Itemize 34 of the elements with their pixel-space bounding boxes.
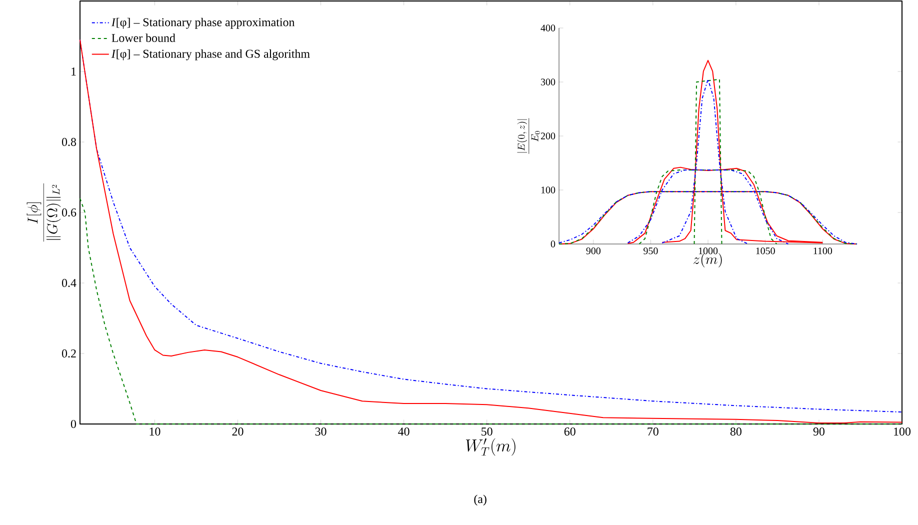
legend-label: Lower bound <box>112 34 176 42</box>
y-axis-title: $\frac{I[\phi]}{\|G(\Omega)\|_{L^2}}$ <box>26 183 61 242</box>
x-tick-label: 1000 <box>698 248 718 254</box>
x-tick-label: 900 <box>586 248 600 254</box>
y-tick-label: 100 <box>541 186 556 194</box>
x-tick-label: 1100 <box>814 248 832 254</box>
x-tick-label: 950 <box>644 248 658 254</box>
legend-label: I[φ] – Stationary phase and GS algorithm <box>111 49 310 60</box>
y-tick-label: 0.2 <box>62 349 76 358</box>
x-tick-label: 100 <box>894 428 911 436</box>
x-tick-label: 10 <box>150 428 160 436</box>
x-tick-label: 20 <box>232 428 244 436</box>
y-tick-label: 0 <box>70 420 76 428</box>
y-tick-label: 1 <box>72 68 76 76</box>
x-tick-label: 50 <box>482 428 492 436</box>
y-tick-label: 0.8 <box>62 138 76 146</box>
y-tick-label: 300 <box>541 78 556 86</box>
x-tick-label: 1050 <box>756 248 775 254</box>
x-tick-label: 30 <box>315 428 326 436</box>
y-tick-label: 0.6 <box>62 208 76 217</box>
y-tick-label: 200 <box>540 132 556 140</box>
x-tick-label: 90 <box>813 428 824 436</box>
y-axis-title: $\frac{|E(0,z)|}{E_0}$ <box>517 118 540 154</box>
x-tick-label: 60 <box>564 428 576 436</box>
legend-label: I[φ] – Stationary phase approximation <box>111 18 295 29</box>
x-tick-label: 80 <box>730 428 742 436</box>
y-tick-label: 400 <box>540 24 556 32</box>
x-axis-title: $z(m)$ <box>693 253 722 268</box>
text: (a) <box>474 494 486 506</box>
x-axis-title: $W'_T(m)$ <box>466 438 516 456</box>
x-tick-label: 70 <box>648 428 658 436</box>
x-tick-label: 40 <box>398 428 410 436</box>
y-tick-label: 0 <box>550 240 556 248</box>
y-tick-label: 0.4 <box>62 278 76 288</box>
